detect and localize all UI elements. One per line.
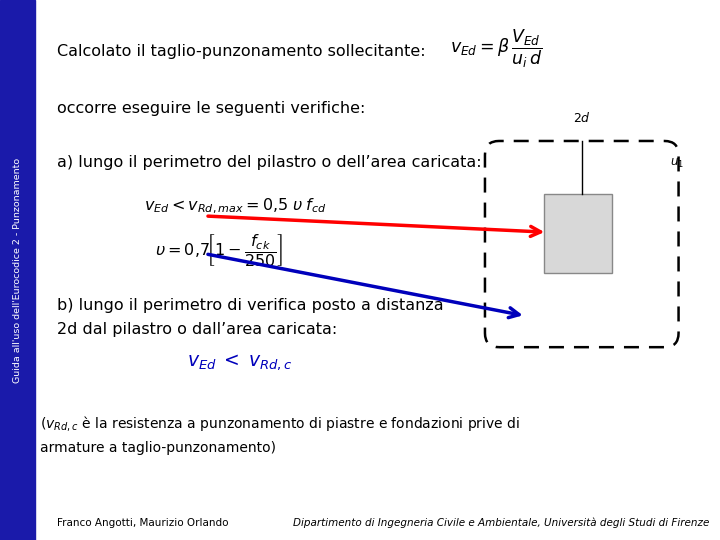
Text: $\upsilon = 0{,}7\!\left[1-\dfrac{f_{ck}}{250}\right]$: $\upsilon = 0{,}7\!\left[1-\dfrac{f_{ck}… xyxy=(155,233,283,269)
Text: Guida all'uso dell'Eurocodice 2 - Punzonamento: Guida all'uso dell'Eurocodice 2 - Punzon… xyxy=(13,158,22,382)
Text: b) lungo il perimetro di verifica posto a distanza: b) lungo il perimetro di verifica posto … xyxy=(57,298,444,313)
Text: 2d dal pilastro o dall’area caricata:: 2d dal pilastro o dall’area caricata: xyxy=(57,322,337,337)
Text: $v_{Ed} < v_{Rd,max} = 0{,}5\;\upsilon\;f_{cd}$: $v_{Ed} < v_{Rd,max} = 0{,}5\;\upsilon\;… xyxy=(144,197,327,217)
Bar xyxy=(0,0,35,540)
Text: ($v_{Rd,c}$ è la resistenza a punzonamento di piastre e fondazioni prive di: ($v_{Rd,c}$ è la resistenza a punzonamen… xyxy=(40,414,520,434)
Text: $2d$: $2d$ xyxy=(573,111,590,125)
Text: $v_{Ed}\;<\;v_{Rd,c}$: $v_{Ed}\;<\;v_{Rd,c}$ xyxy=(187,352,293,372)
Text: Dipartimento di Ingegneria Civile e Ambientale, Università degli Studi di Firenz: Dipartimento di Ingegneria Civile e Ambi… xyxy=(293,518,709,528)
Text: Calcolato il taglio-punzonamento sollecitante:: Calcolato il taglio-punzonamento solleci… xyxy=(57,44,426,59)
Text: armature a taglio-punzonamento): armature a taglio-punzonamento) xyxy=(40,441,276,455)
Text: $v_{Ed} = \beta\,\dfrac{V_{Ed}}{u_i\,d}$: $v_{Ed} = \beta\,\dfrac{V_{Ed}}{u_i\,d}$ xyxy=(450,28,542,70)
Text: $u_1$: $u_1$ xyxy=(670,157,683,170)
Bar xyxy=(544,194,612,273)
Text: a) lungo il perimetro del pilastro o dell’area caricata:: a) lungo il perimetro del pilastro o del… xyxy=(57,154,482,170)
Text: Franco Angotti, Maurizio Orlando: Franco Angotti, Maurizio Orlando xyxy=(57,518,228,528)
Text: occorre eseguire le seguenti verifiche:: occorre eseguire le seguenti verifiche: xyxy=(57,100,365,116)
